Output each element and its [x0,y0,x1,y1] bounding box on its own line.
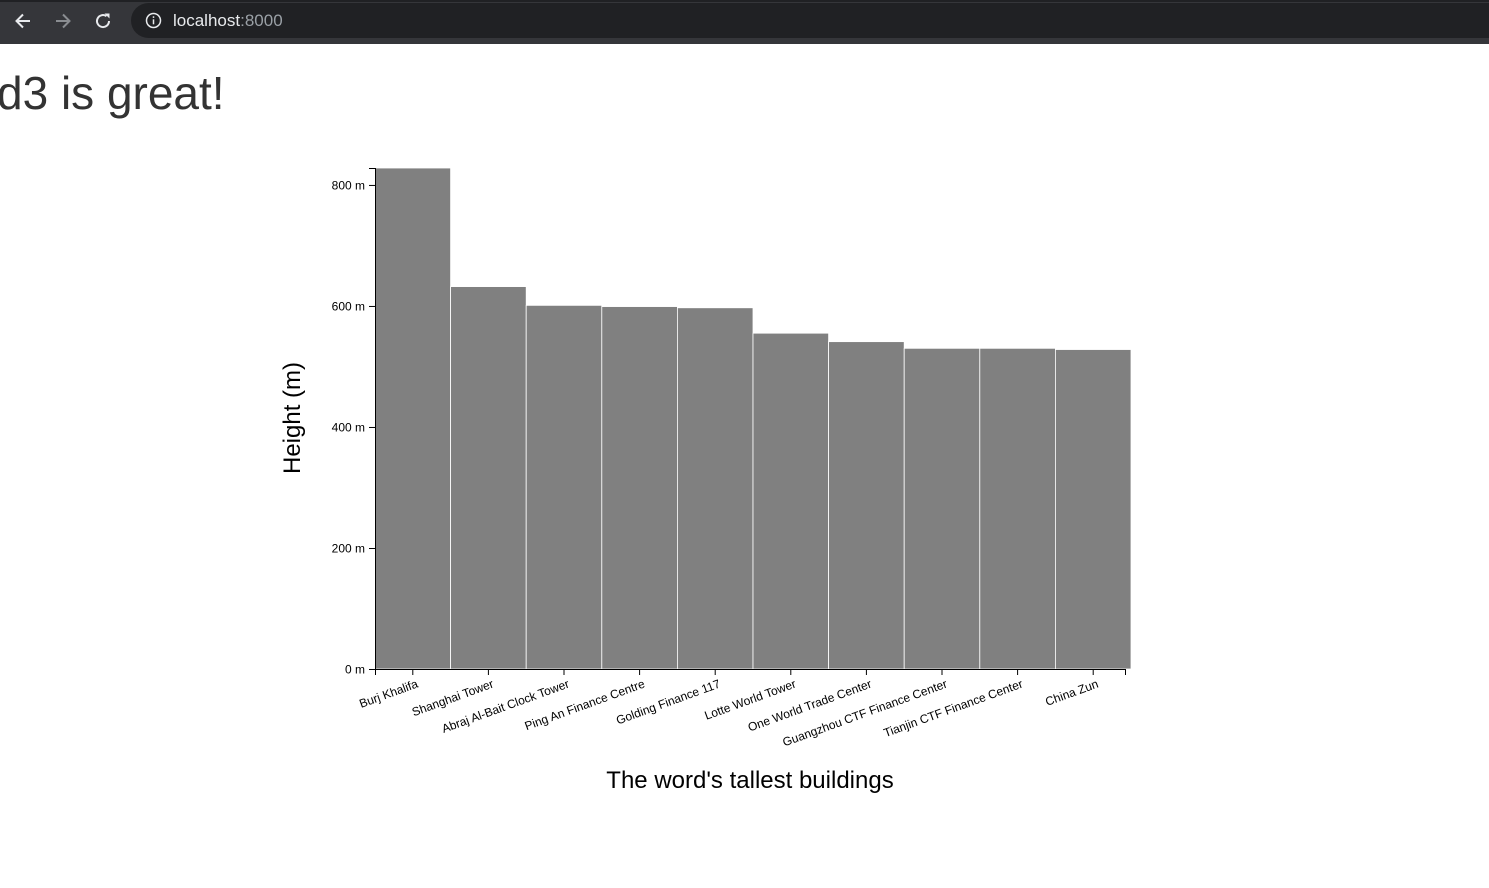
bar [450,286,527,670]
browser-toolbar: localhost:8000 [0,0,1489,44]
forward-arrow-icon [56,13,71,29]
bar [374,167,451,670]
x-tick-label: China Zun [1043,677,1100,709]
bars-group [374,167,1132,670]
reload-icon [96,13,111,29]
y-axis: 0 m 200 m 400 m 600 m 800 m [332,168,376,676]
y-tick-label: 800 m [332,178,365,192]
x-tick-label: Tianjin CTF Finance Center [882,677,1025,740]
bar [601,306,678,670]
bar [752,332,829,670]
x-axis-line [375,669,1126,675]
bar [828,341,905,670]
x-tick-label: Abraj Al-Bait Clock Tower [440,677,571,736]
y-tick-label: 0 m [345,662,365,676]
y-tick-label: 400 m [332,420,365,434]
reload-button[interactable] [89,8,117,34]
info-icon[interactable] [145,12,162,29]
tab-strip [0,0,1489,2]
y-tick-label: 600 m [332,299,365,313]
y-tick-label: 200 m [332,541,365,555]
url-host: localhost [173,11,241,30]
bar [677,307,754,670]
bar [1055,349,1132,670]
bar [525,304,603,670]
bar [903,347,981,670]
back-arrow-icon [15,13,30,29]
page-heading: d3 is great! [0,67,225,119]
address-bar[interactable]: localhost:8000 [131,3,1489,38]
y-axis-line [369,168,376,670]
url-text[interactable]: localhost:8000 [173,11,283,31]
back-button[interactable] [9,8,37,34]
bar [979,347,1056,670]
forward-button[interactable] [49,8,77,34]
x-axis-title: The word's tallest buildings [606,767,893,794]
url-port: :8000 [240,11,283,30]
y-axis-title: Height (m) [279,362,306,474]
